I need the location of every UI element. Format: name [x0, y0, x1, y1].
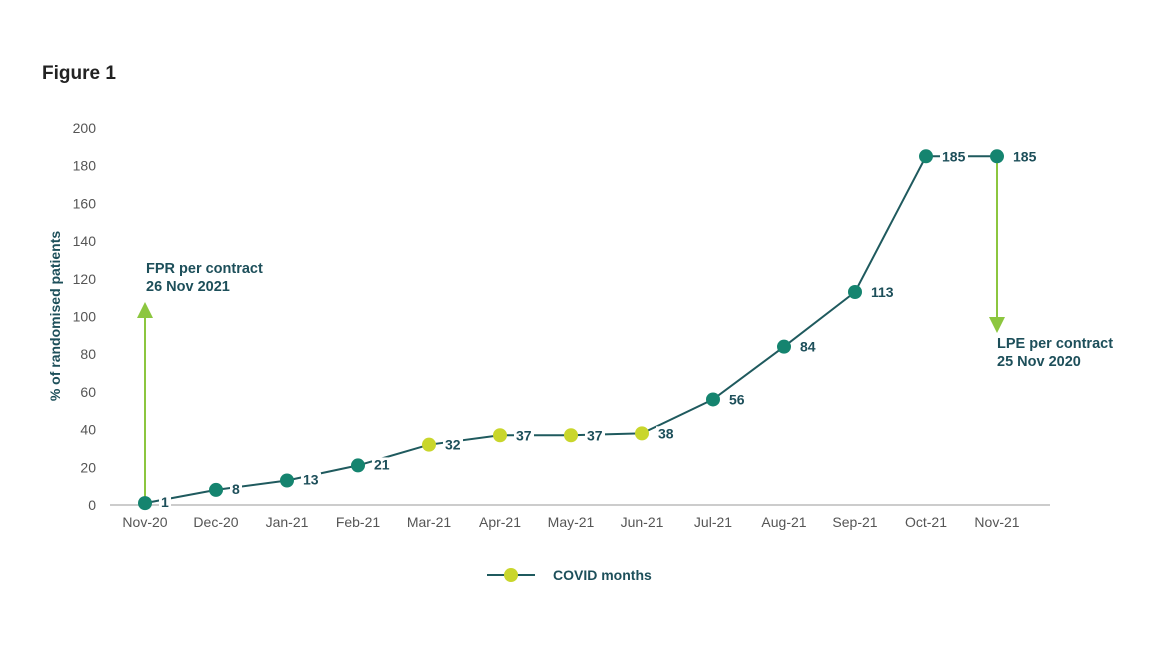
figure-title: Figure 1 [42, 63, 116, 84]
data-label: 56 [729, 391, 745, 407]
data-point [351, 458, 365, 473]
data-label: 38 [658, 425, 674, 441]
data-label-bg [727, 392, 747, 408]
covid-data-point [635, 426, 649, 441]
y-tick-label: 200 [73, 120, 97, 136]
x-tick-label: Jan-21 [266, 514, 309, 530]
data-label: 185 [1013, 148, 1037, 164]
lpe-annotation-line1: LPE per contract [997, 336, 1113, 352]
x-tick-label: Nov-20 [122, 514, 167, 530]
data-point [990, 149, 1004, 164]
y-tick-label: 120 [73, 271, 97, 287]
covid-data-point [564, 428, 578, 443]
data-label-bg [514, 428, 534, 444]
data-label-bg [443, 437, 463, 453]
legend-label: COVID months [553, 567, 652, 583]
x-tick-label: Sep-21 [832, 514, 877, 530]
data-label: 37 [587, 427, 603, 443]
y-tick-label: 180 [73, 158, 97, 174]
data-label: 21 [374, 456, 390, 472]
y-tick-label: 100 [73, 309, 97, 325]
fpr-annotation-line2: 26 Nov 2021 [146, 279, 230, 295]
data-point [706, 392, 720, 407]
data-label-bg [585, 428, 605, 444]
x-tick-label: Oct-21 [905, 514, 947, 530]
data-label-bg [656, 426, 676, 442]
data-label: 37 [516, 427, 532, 443]
data-point [138, 496, 152, 511]
x-tick-label: Mar-21 [407, 514, 452, 530]
data-label: 185 [942, 148, 966, 164]
y-tick-label: 40 [80, 422, 96, 438]
lpe-annotation-line2: 25 Nov 2020 [997, 354, 1081, 370]
y-tick-label: 80 [80, 346, 96, 362]
y-tick-label: 60 [80, 384, 96, 400]
covid-data-point [493, 428, 507, 443]
data-point [919, 149, 933, 164]
data-label-bg [869, 284, 897, 300]
data-point [848, 284, 862, 299]
covid-data-point [422, 437, 436, 452]
data-label-bg [230, 481, 242, 497]
x-tick-label: Jun-21 [621, 514, 664, 530]
x-tick-label: Aug-21 [761, 514, 806, 530]
fpr-annotation-line1: FPR per contract [146, 261, 263, 277]
data-label: 113 [871, 284, 894, 300]
x-tick-label: Apr-21 [479, 514, 521, 530]
y-tick-label: 20 [80, 459, 96, 475]
y-tick-label: 160 [73, 195, 97, 211]
series-line [144, 155, 997, 505]
x-tick-label: Dec-20 [193, 514, 238, 530]
data-label: 84 [800, 339, 816, 355]
data-label-bg [301, 472, 321, 488]
y-tick-label: 0 [88, 497, 96, 513]
x-tick-label: Feb-21 [336, 514, 381, 530]
y-tick-label: 140 [73, 233, 97, 249]
x-tick-label: May-21 [548, 514, 595, 530]
data-point [280, 473, 294, 488]
data-label: 32 [445, 437, 461, 453]
data-label-bg [798, 339, 818, 355]
data-point [777, 339, 791, 354]
data-label-bg [940, 149, 968, 165]
x-tick-label: Jul-21 [694, 514, 732, 530]
x-tick-label: Nov-21 [974, 514, 1019, 530]
data-label: 1 [161, 494, 169, 510]
data-label: 13 [303, 471, 319, 487]
data-label: 8 [232, 481, 240, 497]
y-axis-label: % of randomised patients [47, 231, 63, 402]
data-label-bg [159, 495, 171, 511]
legend-marker [504, 568, 518, 582]
data-point [209, 482, 223, 497]
data-label-bg [372, 457, 392, 473]
